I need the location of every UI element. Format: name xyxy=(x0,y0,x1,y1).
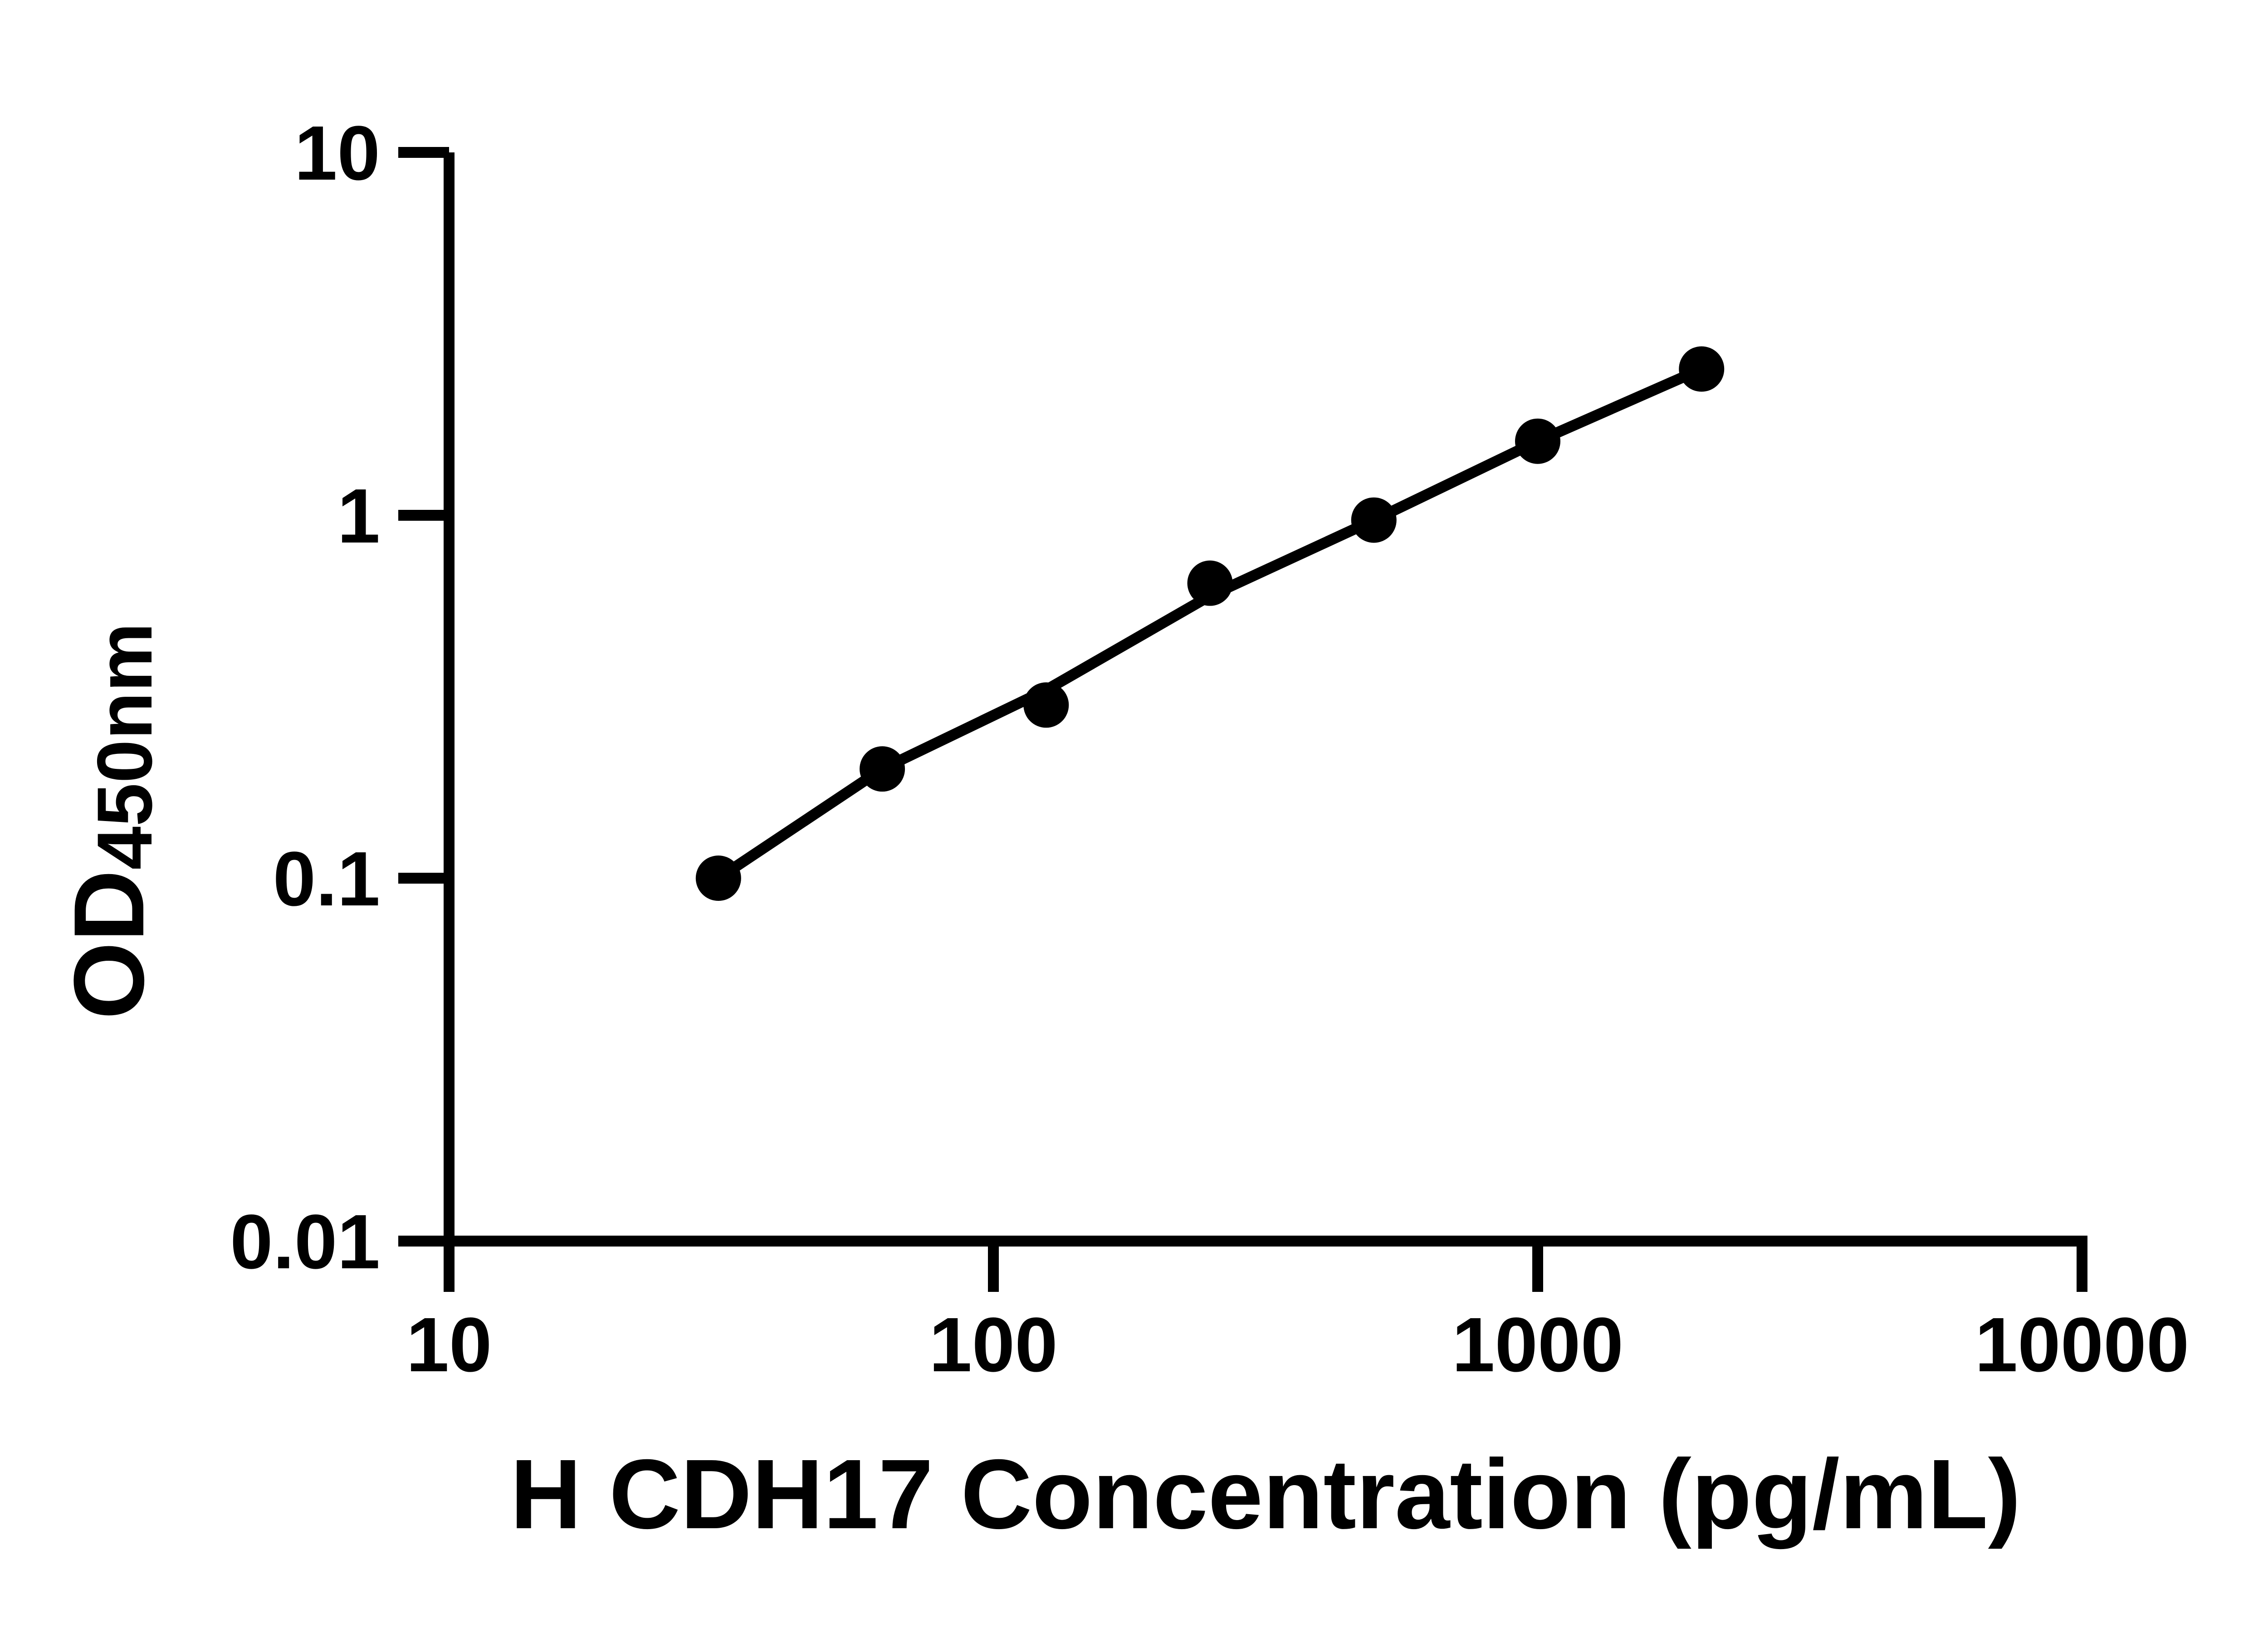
y-tick-label: 0.1 xyxy=(273,836,380,922)
y-axis-title-sub: 450nm xyxy=(81,622,168,870)
data-point-marker xyxy=(695,856,741,901)
x-tick-label: 100 xyxy=(929,1302,1058,1388)
data-point-marker xyxy=(1023,682,1069,728)
data-point-marker xyxy=(1187,560,1233,606)
axes xyxy=(444,152,2087,1247)
data-point-marker xyxy=(1515,418,1560,464)
axis-ticks xyxy=(398,147,2087,1292)
data-point-marker xyxy=(1679,346,1725,392)
y-axis-title-main: OD xyxy=(53,870,165,1020)
y-tick-label: 1 xyxy=(337,473,380,559)
axis-tick-labels: 10 1 0.1 0.01 10 100 1000 10000 xyxy=(230,110,2189,1388)
y-tick-label: 0.01 xyxy=(230,1199,380,1285)
data-points-group xyxy=(695,346,1725,901)
y-tick-label: 10 xyxy=(294,110,380,196)
data-point-marker xyxy=(1351,497,1397,543)
x-tick-label: 10 xyxy=(406,1302,492,1388)
x-axis-title: H CDH17 Concentration (pg/mL) xyxy=(449,1438,2082,1551)
y-axis-title: OD450nm xyxy=(14,413,204,1229)
x-tick-label: 1000 xyxy=(1452,1302,1623,1388)
data-point-marker xyxy=(860,746,905,792)
x-axis-title-text: H CDH17 Concentration (pg/mL) xyxy=(510,1439,2021,1550)
x-tick-label: 10000 xyxy=(1975,1302,2190,1388)
